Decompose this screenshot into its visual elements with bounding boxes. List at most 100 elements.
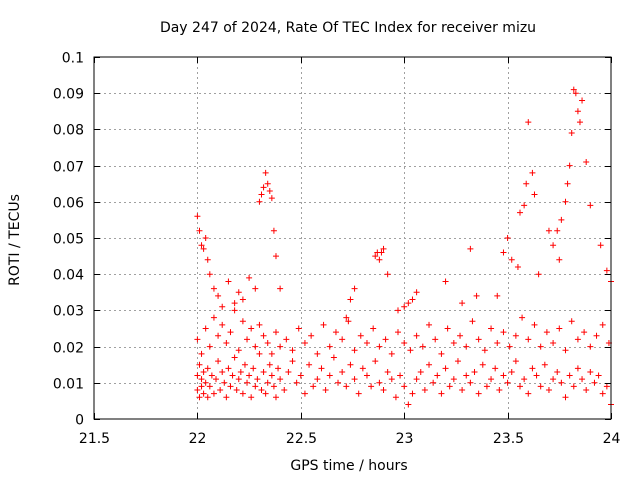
data-point (370, 325, 377, 332)
data-point (264, 339, 271, 346)
x-tick-label: 22.5 (286, 431, 317, 447)
data-point (556, 325, 563, 332)
data-point (500, 372, 507, 379)
data-point (270, 383, 277, 390)
x-tick-label: 23 (396, 431, 414, 447)
data-point (227, 329, 234, 336)
data-point (533, 372, 540, 379)
data-point (204, 394, 211, 401)
data-point (277, 376, 284, 383)
data-point (394, 329, 401, 336)
data-point (413, 289, 420, 296)
data-point (318, 365, 325, 372)
data-point (215, 332, 222, 339)
data-point (545, 387, 552, 394)
data-point (545, 227, 552, 234)
data-point (260, 368, 267, 375)
data-point (579, 97, 586, 104)
y-tick-label: 0.07 (53, 160, 84, 176)
data-point (252, 383, 259, 390)
data-point (235, 347, 242, 354)
data-point (308, 332, 315, 339)
data-point (260, 332, 267, 339)
data-point (438, 390, 445, 397)
data-point (235, 289, 242, 296)
data-point (229, 372, 236, 379)
data-point (392, 394, 399, 401)
data-point (583, 387, 590, 394)
data-point (543, 329, 550, 336)
data-point (481, 347, 488, 354)
data-point (579, 376, 586, 383)
data-point (537, 343, 544, 350)
data-point (574, 336, 581, 343)
data-point (519, 314, 526, 321)
data-point (248, 325, 255, 332)
x-tick-label: 21.5 (79, 431, 110, 447)
data-point (347, 361, 354, 368)
data-point (380, 245, 387, 252)
data-point (363, 339, 370, 346)
data-point (562, 394, 569, 401)
data-point (332, 329, 339, 336)
y-tick-label: 0 (75, 413, 84, 429)
data-point (517, 383, 524, 390)
data-point (388, 350, 395, 357)
data-point (335, 379, 342, 386)
data-point (215, 358, 222, 365)
data-point (494, 292, 501, 299)
data-point (442, 278, 449, 285)
data-point (401, 383, 408, 390)
data-point (231, 300, 238, 307)
data-point (407, 347, 414, 354)
data-point (239, 318, 246, 325)
data-point (450, 339, 457, 346)
data-point (210, 285, 217, 292)
data-point (231, 307, 238, 314)
data-point (508, 368, 515, 375)
data-point (417, 368, 424, 375)
data-point (550, 339, 557, 346)
data-point (248, 394, 255, 401)
data-point (438, 350, 445, 357)
data-point (256, 350, 263, 357)
data-point (554, 227, 561, 234)
data-point (252, 285, 259, 292)
data-point (583, 158, 590, 165)
data-point (208, 372, 215, 379)
data-point (200, 245, 207, 252)
data-point (517, 209, 524, 216)
data-point (204, 365, 211, 372)
data-point (258, 191, 265, 198)
data-point (306, 361, 313, 368)
data-point (246, 274, 253, 281)
data-point (277, 343, 284, 350)
data-point (421, 387, 428, 394)
data-point (550, 242, 557, 249)
data-point (266, 187, 273, 194)
data-point (469, 318, 476, 325)
data-point (200, 368, 207, 375)
data-point (355, 390, 362, 397)
data-point (210, 390, 217, 397)
data-point (272, 329, 279, 336)
y-tick-label: 0.06 (53, 196, 84, 212)
data-point (254, 376, 261, 383)
y-tick-label: 0.09 (53, 87, 84, 103)
data-point (301, 339, 308, 346)
data-point (380, 387, 387, 394)
data-point (595, 372, 602, 379)
data-point (537, 383, 544, 390)
data-point (419, 343, 426, 350)
data-point (574, 365, 581, 372)
data-point (409, 296, 416, 303)
data-point (343, 314, 350, 321)
data-point (426, 321, 433, 328)
data-point (409, 390, 416, 397)
data-point (233, 387, 240, 394)
data-point (454, 358, 461, 365)
data-point (221, 379, 228, 386)
data-point (345, 318, 352, 325)
data-point (351, 285, 358, 292)
data-point (270, 227, 277, 234)
